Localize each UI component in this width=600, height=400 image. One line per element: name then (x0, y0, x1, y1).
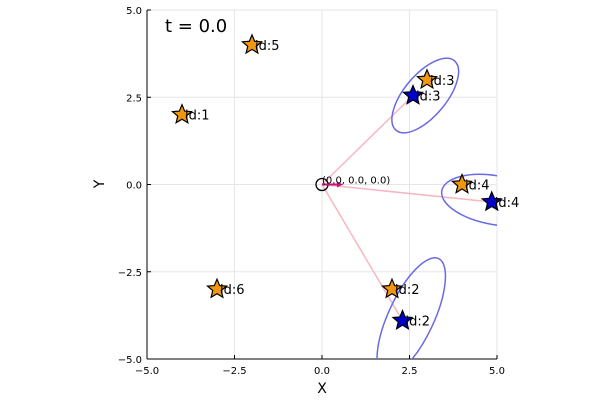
observed-star-label: id:3 (416, 90, 441, 105)
x-tick-label: −2.5 (222, 366, 246, 377)
uncertainty-ellipse (440, 173, 497, 227)
x-tick-label: 5.0 (489, 366, 505, 377)
observed-star-label: id:4 (495, 196, 520, 211)
landmark-star-label: id:1 (185, 109, 210, 124)
observed-star-label: id:2 (406, 315, 431, 330)
agent: (0.0, 0.0, 0.0) (315, 176, 390, 192)
sight-line (321, 94, 414, 186)
observed-star (402, 83, 424, 105)
y-tick-label: 2.5 (126, 93, 142, 104)
sight-lines (321, 94, 492, 321)
landmark-stars: id:1 id:2 id:3 id:4 id:5 id:6 id:2 id:3 id:4 (171, 33, 520, 330)
landmark-star (451, 172, 473, 194)
x-tick-label: 2.5 (402, 366, 418, 377)
observed-star (480, 190, 503, 212)
y-tick-label: 5.0 (126, 6, 142, 17)
landmark-star (416, 68, 438, 90)
landmark-star-label: id:3 (430, 74, 455, 89)
agent-pose-label: (0.0, 0.0, 0.0) (322, 176, 390, 187)
uncertainty-ellipse (391, 57, 460, 134)
uncertainty-ellipse (376, 257, 447, 359)
landmark-star (241, 33, 263, 55)
tick-labels: −5.0 −2.5 0.0 2.5 5.0 −5.0 −2.5 0.0 2.5 5.0 (118, 6, 505, 377)
uncertainty-ellipses (376, 57, 497, 359)
sight-line (321, 184, 404, 321)
landmark-star (206, 277, 228, 299)
time-annotation: t = 0.0 (165, 16, 227, 37)
sight-line (321, 183, 492, 203)
x-tick-label: −5.0 (135, 366, 159, 377)
observed-star (391, 309, 414, 330)
y-tick-label: −5.0 (118, 355, 142, 366)
y-tick-label: −2.5 (118, 268, 142, 279)
landmark-star (171, 103, 193, 125)
landmark-star-label: id:6 (220, 283, 245, 298)
x-tick-label: 0.0 (314, 366, 330, 377)
landmark-star-label: id:4 (465, 179, 490, 194)
landmark-star-label: id:2 (395, 283, 420, 298)
heading-arrowhead (337, 181, 343, 188)
landmark-star (381, 277, 403, 299)
landmark-star-label: id:5 (255, 39, 280, 54)
y-axis-label: Y (92, 179, 108, 189)
y-tick-label: 0.0 (126, 181, 142, 192)
x-axis-label: X (317, 381, 327, 397)
